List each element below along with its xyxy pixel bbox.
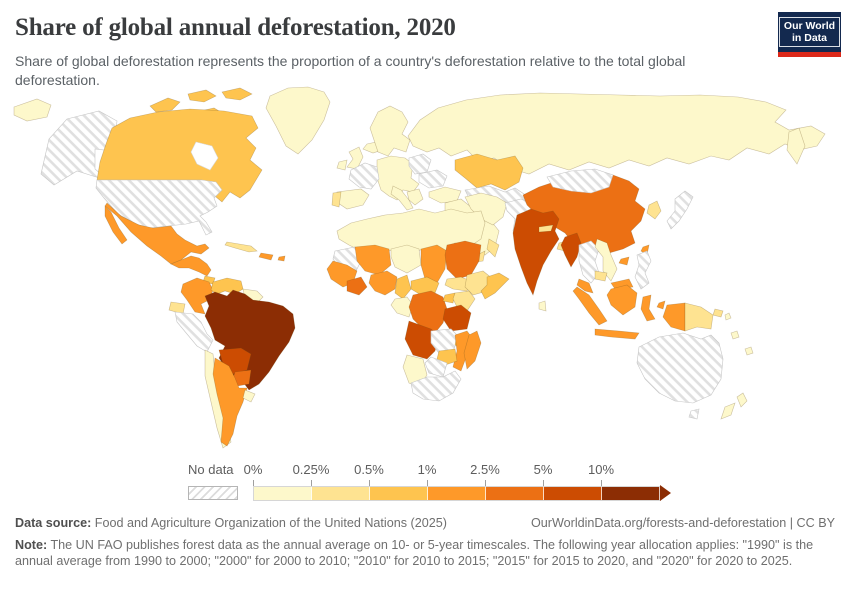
country-hainan[interactable] [618, 256, 630, 266]
page-subtitle: Share of global deforestation represents… [15, 53, 686, 88]
country-papua-new-guinea[interactable] [684, 302, 724, 332]
country-myanmar[interactable] [560, 232, 582, 268]
legend-tick-label: 0.25% [292, 462, 330, 477]
page-title: Share of global annual deforestation, 20… [15, 14, 456, 41]
owid-logo[interactable]: Our World in Data [778, 12, 841, 57]
country-chad[interactable] [420, 244, 448, 284]
country-philippines[interactable] [634, 250, 652, 290]
country-new-zealand[interactable] [720, 392, 748, 420]
country-italy[interactable] [390, 185, 414, 211]
country-cuba[interactable] [224, 241, 258, 253]
legend-color-bar [253, 486, 661, 501]
country-cambodia[interactable] [594, 270, 608, 282]
country-canada[interactable] [96, 108, 263, 203]
country-korea[interactable] [646, 200, 662, 220]
attribution-link[interactable]: OurWorldinData.org/forests-and-deforesta… [530, 516, 835, 530]
legend-tick-label: 0.5% [354, 462, 384, 477]
legend-tick-mark [601, 480, 602, 486]
country-mexico[interactable] [104, 202, 210, 265]
legend-bucket-swatch[interactable] [486, 487, 544, 500]
country-arctic-islands[interactable] [149, 87, 253, 121]
country-malaysia[interactable] [576, 278, 634, 294]
country-scandinavia[interactable] [369, 105, 411, 157]
country-niger[interactable] [390, 244, 422, 274]
country-greenland[interactable] [265, 86, 331, 155]
country-nigeria[interactable] [368, 270, 398, 296]
footer-source-line: Data source: Food and Agriculture Organi… [15, 516, 835, 530]
legend-bucket-swatch[interactable] [602, 487, 660, 500]
country-ukraine[interactable] [418, 169, 448, 189]
country-hispaniola[interactable] [258, 252, 274, 261]
legend-no-data-label: No data [188, 462, 234, 477]
country-tasmania[interactable] [688, 408, 700, 420]
country-peru[interactable] [174, 311, 214, 353]
legend-tick-mark [485, 480, 486, 486]
country-france[interactable] [348, 162, 380, 190]
legend-tick-label: 5% [533, 462, 553, 477]
country-vietnam[interactable] [594, 238, 618, 282]
note-label: Note: [15, 538, 48, 552]
country-botswana[interactable] [424, 356, 448, 378]
country-portugal[interactable] [331, 191, 342, 208]
legend-bucket-swatch[interactable] [370, 487, 428, 500]
map-countries [13, 86, 826, 449]
country-balkans[interactable] [406, 188, 424, 206]
country-pacific-islands[interactable] [724, 312, 754, 356]
country-ireland[interactable] [336, 159, 348, 171]
legend-tick-label: 1% [417, 462, 437, 477]
legend-bucket-swatch[interactable] [254, 487, 312, 500]
legend-tick-label: 10% [587, 462, 615, 477]
owid-logo-inner: Our World in Data [778, 17, 841, 47]
country-oman[interactable] [486, 238, 500, 258]
country-angola[interactable] [404, 320, 440, 360]
footer-note: Note: The UN FAO publishes forest data a… [15, 537, 835, 569]
country-gabon-congo[interactable] [390, 296, 414, 318]
country-drc[interactable] [408, 290, 448, 334]
country-nepal[interactable] [538, 224, 554, 233]
country-ghana-cote-divoire[interactable] [346, 276, 368, 296]
note-text: The UN FAO publishes forest data as the … [15, 538, 814, 568]
country-uruguay[interactable] [242, 389, 256, 403]
country-puerto-rico[interactable] [277, 255, 286, 262]
legend-tick-mark [311, 480, 312, 486]
legend-bucket-swatch[interactable] [428, 487, 486, 500]
owid-logo-line1: Our World [783, 20, 836, 32]
country-colombia[interactable] [180, 277, 214, 315]
country-sri-lanka[interactable] [538, 300, 547, 312]
country-russia-east-tip[interactable] [13, 98, 52, 122]
country-cameroon[interactable] [394, 274, 412, 300]
country-mongolia[interactable] [546, 168, 614, 194]
legend-arrow [660, 485, 671, 501]
country-tanzania[interactable] [442, 304, 472, 332]
legend-tick-mark [543, 480, 544, 486]
hudson-bay [190, 141, 219, 171]
legend-tick-label: 0% [243, 462, 263, 477]
country-indonesia[interactable] [572, 284, 686, 340]
country-somalia[interactable] [480, 272, 510, 300]
data-source-value: Food and Agriculture Organization of the… [91, 516, 447, 530]
country-uganda[interactable] [442, 292, 456, 304]
legend-tick-mark [253, 480, 254, 486]
country-india[interactable] [512, 208, 560, 296]
legend-tick-label: 2.5% [470, 462, 500, 477]
data-source-label: Data source: [15, 516, 92, 530]
country-south-africa[interactable] [410, 370, 462, 402]
country-madagascar[interactable] [463, 330, 482, 370]
country-usa[interactable] [95, 179, 223, 236]
country-mali[interactable] [354, 244, 392, 276]
country-south-sudan[interactable] [444, 276, 472, 292]
country-australia[interactable] [636, 332, 724, 404]
legend-tick-mark [427, 480, 428, 486]
legend-tick-mark [369, 480, 370, 486]
country-japan[interactable] [666, 190, 694, 230]
country-argentina[interactable] [212, 357, 248, 447]
legend-no-data-swatch[interactable] [188, 486, 238, 500]
legend-bucket-swatch[interactable] [544, 487, 602, 500]
country-kazakhstan[interactable] [454, 153, 524, 191]
legend-bucket-swatch[interactable] [312, 487, 370, 500]
owid-logo-line2: in Data [791, 32, 827, 44]
country-kamchatka[interactable] [786, 127, 806, 165]
country-central-america[interactable] [170, 255, 212, 277]
